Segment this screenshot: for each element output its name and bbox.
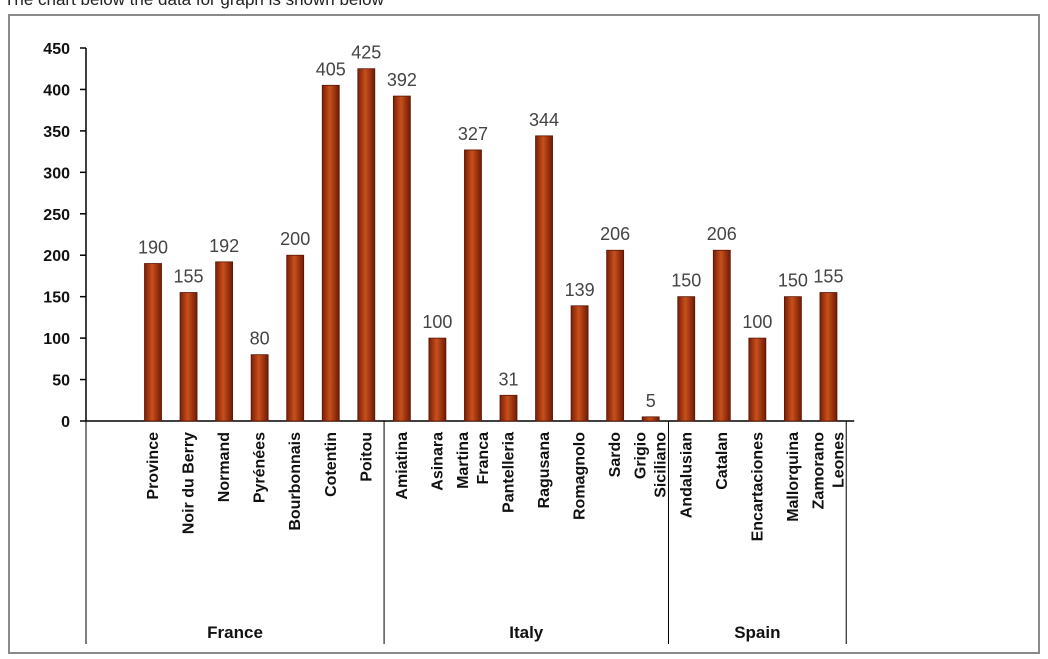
data-label: 392 <box>387 70 417 90</box>
bar <box>784 296 802 422</box>
bar <box>215 261 234 422</box>
group-label: France <box>207 623 263 642</box>
y-tick-label: 350 <box>43 124 70 141</box>
bar <box>819 292 838 422</box>
bar <box>144 263 162 422</box>
category-label: Andalusian <box>678 432 695 518</box>
chart-caption: The chart below the data for graph is sh… <box>4 0 384 10</box>
group-label: Spain <box>734 623 780 642</box>
category-label: Bourbonnais <box>287 432 304 531</box>
category-label: Pantelleria <box>501 432 518 513</box>
category-label: Grigio <box>633 432 650 479</box>
y-tick-label: 300 <box>43 165 70 182</box>
data-label: 155 <box>813 267 843 287</box>
category-label: Martina <box>455 432 472 489</box>
group-label: Italy <box>509 623 544 642</box>
bar <box>464 149 482 422</box>
category-label: Normand <box>216 432 233 502</box>
category-label: Pyrénées <box>252 432 269 503</box>
bar <box>392 95 411 422</box>
data-label: 192 <box>209 236 239 256</box>
bar <box>357 68 376 422</box>
bar <box>712 249 731 422</box>
data-label: 206 <box>600 224 630 244</box>
category-label: Romagnolo <box>572 432 589 520</box>
data-label: 405 <box>316 59 346 79</box>
category-label: Amiatina <box>394 432 411 500</box>
bar <box>677 296 696 422</box>
category-label: Ragusana <box>536 432 553 509</box>
category-label: Mallorquina <box>785 432 802 522</box>
bar <box>179 292 198 422</box>
bar <box>606 249 625 422</box>
y-tick-label: 250 <box>43 207 70 224</box>
category-label: Cotentin <box>323 432 340 497</box>
category-label: Leones <box>830 432 847 488</box>
category-label: Poitou <box>358 432 375 482</box>
y-tick-label: 150 <box>43 290 70 307</box>
category-label: Asinara <box>429 432 446 491</box>
category-label: Zamorano <box>810 432 827 510</box>
bar <box>535 135 553 422</box>
data-label: 150 <box>671 271 701 291</box>
data-label: 327 <box>458 124 488 144</box>
category-label: Siciliano <box>653 432 670 498</box>
bar <box>250 354 269 422</box>
data-label: 150 <box>778 271 808 291</box>
y-tick-label: 0 <box>61 414 70 431</box>
data-label: 425 <box>351 43 381 63</box>
data-label: 80 <box>250 329 270 349</box>
data-label: 31 <box>498 369 518 389</box>
bar <box>321 84 340 422</box>
data-label: 100 <box>742 312 772 332</box>
bar <box>748 337 767 422</box>
data-label: 155 <box>174 267 204 287</box>
y-tick-label: 400 <box>43 82 70 99</box>
category-label: Franca <box>475 432 492 485</box>
data-label: 206 <box>707 224 737 244</box>
category-label: Catalan <box>714 432 731 490</box>
y-tick-label: 200 <box>43 248 70 265</box>
category-label: Encartaciones <box>749 432 766 541</box>
bar <box>499 394 518 422</box>
bar <box>286 254 305 422</box>
data-label: 344 <box>529 110 559 130</box>
category-label: Sardo <box>607 432 624 478</box>
data-label: 190 <box>138 238 168 258</box>
bar <box>428 337 447 422</box>
y-tick-label: 100 <box>43 331 70 348</box>
y-tick-label: 50 <box>52 373 70 390</box>
data-label: 139 <box>565 280 595 300</box>
data-label: 5 <box>646 391 656 411</box>
bar <box>570 305 589 422</box>
y-tick-label: 450 <box>43 41 70 58</box>
data-label: 100 <box>422 312 452 332</box>
data-label: 200 <box>280 229 310 249</box>
category-label: Province <box>145 432 162 500</box>
bar <box>641 416 660 422</box>
category-label: Noir du Berry <box>181 432 198 534</box>
